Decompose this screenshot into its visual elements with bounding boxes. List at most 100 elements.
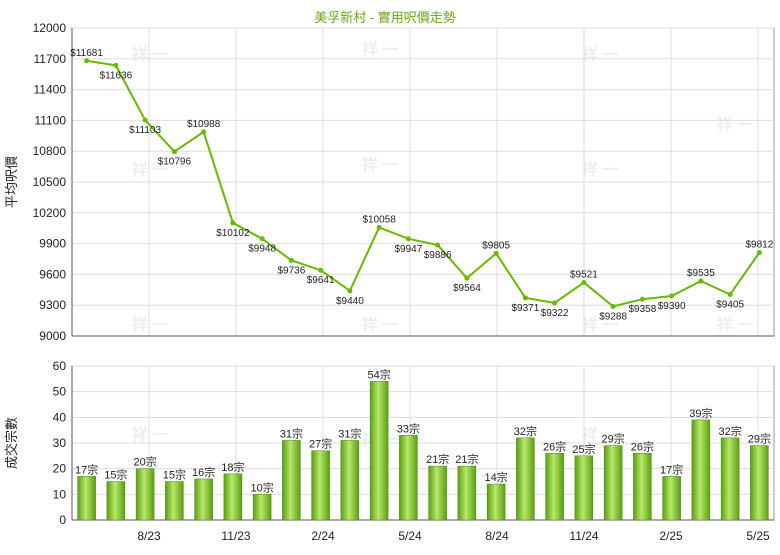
price-data-label: $9564 bbox=[453, 283, 481, 294]
price-point bbox=[376, 224, 382, 230]
volume-bar bbox=[545, 453, 564, 521]
volume-bar bbox=[720, 437, 740, 521]
volume-bar bbox=[340, 440, 360, 521]
volume-xtick-label: 8/23 bbox=[137, 529, 161, 543]
price-point bbox=[610, 303, 616, 309]
price-point bbox=[493, 250, 499, 256]
price-data-label: $9440 bbox=[336, 296, 364, 307]
watermark-layer: 祥 一祥 一祥 一祥 一祥 一祥 一祥 一祥 一祥 一祥 一祥 一祥 一祥 一祥… bbox=[132, 40, 753, 449]
watermark-text: 祥 一 bbox=[582, 45, 618, 64]
volume-bar bbox=[603, 445, 623, 521]
price-data-label: $9947 bbox=[394, 244, 422, 255]
price-point bbox=[727, 291, 733, 297]
volume-ytick-label: 10 bbox=[53, 487, 67, 501]
volume-data-label: 26宗 bbox=[543, 439, 566, 453]
watermark-text: 祥 一 bbox=[717, 315, 753, 334]
volume-ytick-label: 40 bbox=[53, 410, 67, 424]
watermark-text: 祥 一 bbox=[717, 115, 753, 134]
price-data-label: $10102 bbox=[216, 228, 250, 239]
watermark-text: 祥 一 bbox=[362, 40, 398, 59]
volume-bar bbox=[516, 437, 535, 521]
volume-bar bbox=[574, 455, 594, 521]
price-line-chart: 9000 9300 9600 9900 10200 10500 10800 11100 1140… bbox=[4, 21, 775, 343]
volume-data-label: 31宗 bbox=[280, 426, 303, 440]
volume-bar bbox=[691, 419, 711, 521]
price-data-label: $11103 bbox=[129, 125, 161, 136]
price-data-label: $11681 bbox=[70, 48, 103, 59]
volume-data-label: 26宗 bbox=[631, 439, 654, 453]
volume-xtick-label: 11/23 bbox=[221, 529, 250, 543]
price-point bbox=[288, 257, 294, 263]
price-ytick-label: 10800 bbox=[33, 144, 67, 158]
price-point bbox=[522, 295, 528, 301]
price-data-label: $9358 bbox=[628, 304, 656, 315]
price-ytick-label: 11700 bbox=[34, 52, 67, 66]
volume-ytick-label: 60 bbox=[53, 359, 67, 373]
volume-bar bbox=[399, 435, 418, 521]
volume-bar bbox=[165, 481, 184, 521]
volume-data-label: 21宗 bbox=[426, 452, 449, 466]
volume-data-label: 21宗 bbox=[455, 452, 478, 466]
price-ytick-label: 10200 bbox=[33, 206, 67, 220]
volume-data-label: 27宗 bbox=[309, 437, 332, 451]
volume-data-label: 54宗 bbox=[368, 367, 391, 381]
price-point bbox=[435, 242, 441, 248]
volume-bar bbox=[750, 445, 769, 521]
volume-data-label: 14宗 bbox=[485, 470, 508, 484]
price-ytick-label: 9900 bbox=[39, 237, 66, 251]
price-data-label: $10796 bbox=[158, 157, 192, 168]
volume-data-label: 18宗 bbox=[221, 460, 244, 474]
volume-ytick-label: 20 bbox=[53, 462, 67, 476]
volume-xtick-label: 11/24 bbox=[569, 529, 598, 543]
price-data-label: $9641 bbox=[307, 275, 335, 286]
volume-bar-chart: 0 10 20 30 40 50 60 成交宗數 17宗 15宗 20宗 15宗 16宗 18宗 10宗 31… bbox=[4, 359, 775, 543]
volume-data-label: 15宗 bbox=[163, 468, 186, 482]
watermark-text: 祥 一 bbox=[582, 425, 618, 444]
price-ytick-label: 9000 bbox=[39, 329, 66, 343]
price-point bbox=[669, 293, 675, 299]
volume-bar bbox=[77, 476, 96, 521]
watermark-text: 祥 一 bbox=[362, 155, 398, 174]
volume-bar bbox=[428, 465, 447, 521]
volume-ytick-label: 50 bbox=[53, 385, 67, 399]
price-data-label: $10058 bbox=[362, 214, 396, 225]
price-data-label: $9535 bbox=[687, 268, 715, 279]
volume-ytick-label: 30 bbox=[53, 436, 67, 450]
volume-bar bbox=[194, 478, 213, 521]
volume-bar bbox=[662, 476, 681, 521]
volume-bar bbox=[106, 481, 126, 521]
price-data-label: $9288 bbox=[599, 311, 627, 322]
price-point bbox=[581, 280, 587, 286]
volume-xtick-label: 2/24 bbox=[311, 529, 335, 543]
volume-data-label: 29宗 bbox=[748, 432, 771, 446]
price-data-label: $9521 bbox=[570, 270, 598, 281]
volume-xtick-label: 8/24 bbox=[485, 529, 509, 543]
volume-xtick-label: 2/25 bbox=[659, 529, 683, 543]
price-data-label: $9886 bbox=[424, 250, 452, 261]
volume-xtick-label: 5/25 bbox=[746, 529, 770, 543]
price-data-label: $9948 bbox=[248, 244, 276, 255]
price-point bbox=[639, 296, 645, 302]
price-data-label: $9812 bbox=[745, 240, 773, 251]
volume-data-label: 32宗 bbox=[514, 424, 537, 438]
volume-bar bbox=[633, 453, 652, 521]
volume-bar bbox=[135, 468, 155, 521]
volume-bar bbox=[457, 465, 477, 521]
volume-bar bbox=[486, 483, 506, 521]
price-point bbox=[84, 58, 90, 64]
volume-data-label: 33宗 bbox=[397, 421, 420, 435]
price-ytick-label: 11100 bbox=[34, 113, 66, 127]
price-point bbox=[171, 149, 177, 155]
price-point bbox=[318, 267, 324, 273]
volume-bar bbox=[311, 450, 330, 521]
volume-data-label: 20宗 bbox=[134, 455, 157, 469]
volume-ytick-label: 0 bbox=[59, 513, 66, 527]
price-point bbox=[113, 62, 119, 68]
price-point bbox=[230, 220, 236, 226]
price-ytick-label: 10500 bbox=[33, 175, 67, 189]
price-data-label: $9736 bbox=[277, 265, 305, 276]
price-y-axis-label: 平均呎價 bbox=[4, 156, 19, 208]
price-data-label: $9405 bbox=[716, 299, 744, 310]
volume-data-label: 31宗 bbox=[338, 426, 361, 440]
price-data-label: $11636 bbox=[100, 70, 133, 81]
